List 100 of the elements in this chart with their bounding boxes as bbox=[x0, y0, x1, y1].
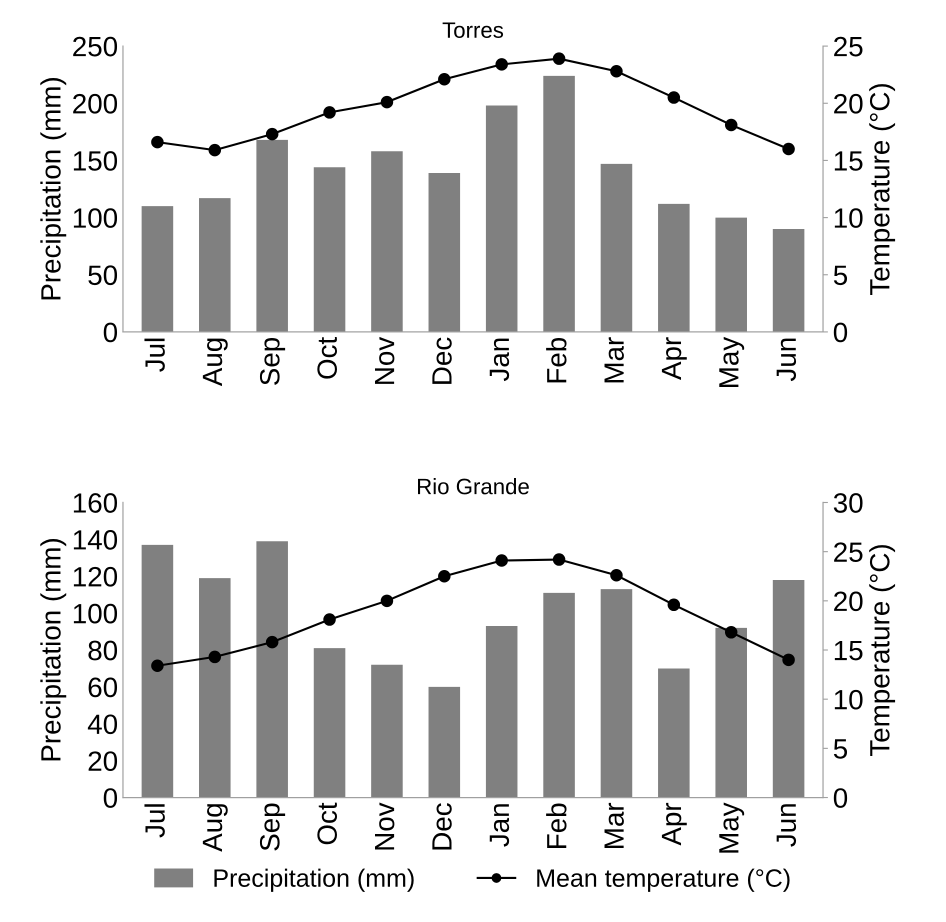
chart-title: Rio Grande bbox=[418, 478, 529, 494]
x-tick-label: Dec bbox=[432, 803, 452, 850]
y-tick-label: 60 bbox=[88, 678, 118, 698]
y-tick-label: 140 bbox=[74, 530, 118, 550]
bar bbox=[428, 173, 460, 332]
point bbox=[724, 118, 738, 132]
y-tick-label: 20 bbox=[88, 751, 118, 771]
y2-tick-label: 10 bbox=[834, 208, 863, 228]
y2-tick-label: 15 bbox=[834, 151, 862, 171]
point bbox=[610, 569, 623, 582]
y2-tick-label: 5 bbox=[834, 266, 848, 286]
x-tick-label: Mar bbox=[604, 802, 624, 848]
x-tick-label: Jun bbox=[776, 338, 796, 382]
y2-tick-label: 10 bbox=[834, 690, 863, 710]
point bbox=[782, 654, 795, 666]
x-tick-label: Apr bbox=[662, 337, 687, 380]
point bbox=[151, 136, 164, 148]
legend-label: Mean temperature (°C) bbox=[537, 868, 790, 892]
bar bbox=[142, 544, 174, 798]
point bbox=[610, 65, 623, 78]
bar bbox=[772, 229, 804, 332]
point bbox=[552, 52, 566, 65]
point bbox=[266, 128, 278, 140]
y-tick-label: 120 bbox=[74, 566, 118, 587]
point bbox=[495, 554, 508, 567]
bar bbox=[256, 140, 288, 332]
y2-tick-label: 20 bbox=[834, 592, 863, 612]
point bbox=[782, 142, 795, 156]
y-tick-label: 250 bbox=[73, 36, 118, 56]
x-tick-label: May bbox=[719, 802, 744, 853]
x-tick-label: Dec bbox=[432, 338, 452, 384]
bar bbox=[600, 589, 632, 798]
x-tick-label: Mar bbox=[604, 337, 624, 382]
x-tick-label: Jan bbox=[490, 338, 510, 382]
y2-axis-title: Temperature (°C) bbox=[869, 84, 896, 296]
y-tick-label: 100 bbox=[74, 604, 118, 624]
point bbox=[208, 650, 222, 664]
x-tick-label: Apr bbox=[662, 802, 687, 846]
point bbox=[266, 636, 278, 648]
point bbox=[380, 96, 394, 108]
bar bbox=[486, 626, 518, 798]
point bbox=[438, 73, 451, 86]
bar bbox=[428, 686, 460, 798]
bar bbox=[371, 151, 403, 332]
point bbox=[323, 106, 336, 119]
bar bbox=[543, 592, 575, 798]
bar bbox=[658, 204, 690, 332]
point bbox=[208, 144, 222, 156]
point bbox=[151, 659, 164, 672]
x-tick-label: Nov bbox=[375, 802, 394, 850]
bar bbox=[314, 167, 346, 332]
y-tick-label: 50 bbox=[88, 265, 118, 286]
bar bbox=[314, 648, 346, 798]
point bbox=[724, 626, 738, 639]
bar bbox=[543, 76, 575, 332]
x-tick-label: Aug bbox=[202, 338, 228, 386]
bar bbox=[142, 206, 174, 332]
y-tick-label: 40 bbox=[88, 714, 118, 734]
bar bbox=[715, 218, 747, 332]
y-tick-label: 80 bbox=[88, 640, 118, 660]
x-tick-label: Feb bbox=[546, 804, 567, 848]
x-tick-label: Jul bbox=[144, 338, 165, 372]
y2-tick-label: 25 bbox=[834, 542, 862, 562]
y-tick-label: 0 bbox=[104, 322, 118, 342]
x-tick-label: May bbox=[719, 336, 744, 387]
y2-tick-label: 20 bbox=[834, 94, 863, 114]
x-tick-label: Oct bbox=[317, 336, 338, 379]
y2-tick-label: 15 bbox=[834, 640, 862, 660]
point bbox=[668, 598, 680, 612]
y2-tick-label: 5 bbox=[834, 739, 848, 759]
point bbox=[495, 58, 508, 71]
y-tick-label: 100 bbox=[74, 208, 118, 228]
x-tick-label: Jun bbox=[776, 804, 796, 847]
point bbox=[323, 613, 336, 626]
point bbox=[552, 553, 566, 566]
x-tick-label: Feb bbox=[546, 338, 567, 382]
y2-tick-label: 0 bbox=[834, 322, 848, 342]
y-tick-label: 150 bbox=[74, 151, 118, 171]
bar bbox=[199, 198, 231, 332]
y-tick-label: 160 bbox=[74, 493, 118, 513]
x-tick-label: Aug bbox=[202, 804, 228, 852]
bar bbox=[600, 164, 632, 332]
bar bbox=[256, 541, 288, 798]
y2-tick-label: 0 bbox=[834, 788, 848, 808]
point bbox=[380, 594, 394, 608]
y-axis-title: Precipitation (mm) bbox=[40, 78, 66, 300]
bar bbox=[715, 628, 747, 798]
bar bbox=[199, 578, 231, 798]
point bbox=[668, 91, 680, 104]
bar bbox=[371, 664, 403, 798]
y-tick-label: 0 bbox=[104, 788, 118, 808]
y2-axis-title: Temperature (°C) bbox=[869, 545, 896, 756]
x-tick-label: Oct bbox=[317, 802, 338, 844]
x-tick-label: Jan bbox=[490, 804, 510, 847]
legend-label: Precipitation (mm) bbox=[214, 868, 414, 892]
bar bbox=[772, 580, 804, 798]
x-tick-label: Sep bbox=[260, 804, 286, 851]
x-tick-label: Sep bbox=[260, 338, 286, 385]
bar bbox=[486, 106, 518, 332]
y-axis-title: Precipitation (mm) bbox=[40, 539, 66, 760]
